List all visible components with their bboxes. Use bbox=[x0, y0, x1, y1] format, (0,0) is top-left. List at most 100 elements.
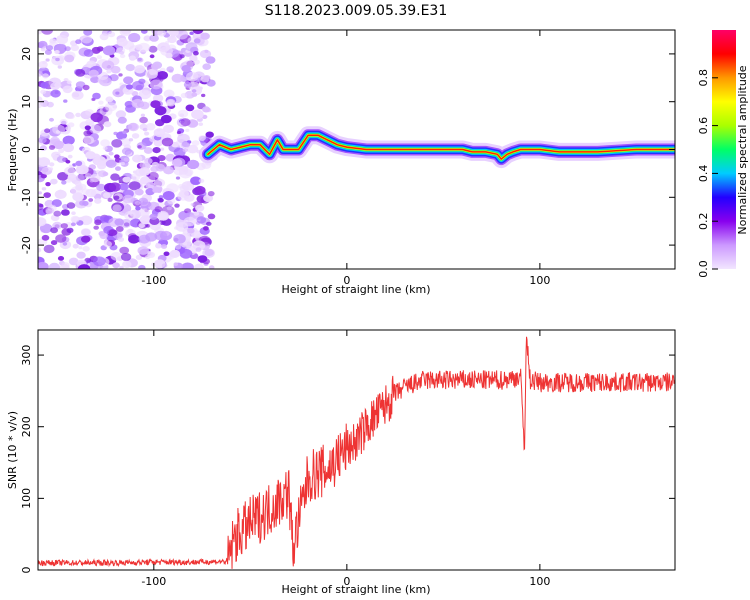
snr-panel: -100 0 100 0 100 200 300 Height of straight li… bbox=[6, 329, 676, 596]
noise-blob bbox=[152, 147, 161, 154]
noise-blob bbox=[71, 211, 76, 215]
noise-blob bbox=[137, 42, 150, 53]
noise-blob bbox=[70, 44, 80, 52]
y-tick-label: 0 bbox=[20, 567, 33, 574]
noise-blob bbox=[98, 100, 104, 105]
noise-blob bbox=[128, 32, 141, 43]
noise-blob bbox=[174, 244, 182, 250]
noise-blob bbox=[115, 110, 127, 119]
noise-blob bbox=[160, 46, 174, 56]
noise-blob bbox=[124, 100, 134, 108]
noise-blob bbox=[88, 198, 94, 202]
noise-blob bbox=[38, 71, 43, 77]
noise-blob bbox=[54, 50, 60, 54]
noise-blob bbox=[120, 30, 132, 35]
colorbar-gradient bbox=[712, 30, 736, 269]
noise-blob bbox=[202, 106, 211, 113]
noise-blob bbox=[38, 60, 48, 69]
spectrogram-x-label: Height of straight line (km) bbox=[281, 283, 430, 296]
noise-blob bbox=[62, 85, 73, 94]
x-tick-label: 0 bbox=[343, 575, 350, 588]
noise-blob bbox=[198, 135, 206, 142]
snr-ticks: -100 0 100 0 100 200 300 bbox=[20, 330, 675, 588]
noise-blob bbox=[200, 32, 210, 40]
noise-blob bbox=[101, 60, 115, 71]
noise-blob bbox=[124, 210, 136, 221]
noise-blob bbox=[91, 46, 101, 54]
noise-blob bbox=[62, 143, 74, 153]
noise-blob bbox=[178, 190, 189, 198]
noise-blob bbox=[43, 244, 55, 254]
noise-blob bbox=[61, 120, 67, 125]
x-tick-label: 0 bbox=[343, 274, 350, 287]
noise-blob bbox=[185, 128, 190, 132]
noise-blob bbox=[111, 139, 123, 148]
noise-blob bbox=[81, 235, 91, 243]
noise-blob bbox=[56, 34, 69, 45]
noise-blob bbox=[105, 159, 117, 168]
noise-blob bbox=[38, 96, 43, 103]
noise-blob bbox=[39, 223, 53, 234]
y-tick-label: 300 bbox=[20, 345, 33, 366]
noise-blob bbox=[118, 73, 123, 77]
noise-blob bbox=[166, 66, 174, 73]
noise-blob bbox=[43, 192, 51, 199]
noise-blob bbox=[137, 145, 142, 149]
noise-blob bbox=[105, 96, 114, 103]
noise-blob bbox=[85, 119, 94, 126]
noise-blob bbox=[57, 256, 65, 261]
noise-blob bbox=[198, 178, 205, 183]
noise-blob bbox=[72, 192, 84, 202]
noise-blob bbox=[48, 167, 54, 171]
noise-blob bbox=[163, 251, 170, 257]
noise-blob bbox=[107, 197, 113, 202]
noise-blob bbox=[128, 138, 134, 142]
noise-blob bbox=[182, 242, 188, 246]
noise-blob bbox=[157, 212, 169, 221]
noise-blob bbox=[107, 31, 116, 38]
noise-blob bbox=[99, 33, 109, 41]
noise-blob bbox=[83, 130, 92, 137]
noise-blob bbox=[138, 208, 150, 217]
noise-blob bbox=[182, 148, 188, 153]
y-tick-label: 100 bbox=[20, 488, 33, 509]
noise-blob bbox=[83, 30, 93, 36]
noise-blob bbox=[38, 217, 47, 227]
y-tick-label: -10 bbox=[20, 188, 33, 206]
noise-blob bbox=[157, 30, 166, 37]
noise-blob bbox=[201, 93, 206, 98]
noise-blob bbox=[186, 71, 199, 82]
x-tick-label: -100 bbox=[141, 274, 166, 287]
snr-frame bbox=[37, 329, 676, 571]
noise-blob bbox=[148, 171, 159, 181]
noise-blob bbox=[127, 122, 139, 132]
x-tick-label: -100 bbox=[141, 575, 166, 588]
noise-blob bbox=[131, 133, 140, 139]
frequency-ridge bbox=[198, 126, 675, 169]
noise-blob bbox=[202, 63, 211, 70]
noise-blob bbox=[76, 251, 86, 259]
noise-blob bbox=[40, 89, 47, 95]
noise-blob bbox=[181, 262, 194, 269]
noise-blob bbox=[55, 57, 60, 62]
noise-blob bbox=[57, 172, 69, 181]
noise-blob bbox=[134, 201, 141, 206]
noise-blob bbox=[64, 166, 76, 176]
noise-blob bbox=[115, 91, 120, 95]
noise-blob bbox=[175, 176, 181, 180]
colorbar-tick-label: 0.4 bbox=[697, 165, 710, 183]
noise-blob bbox=[134, 188, 144, 196]
noise-blob bbox=[173, 262, 179, 267]
noise-blob bbox=[38, 100, 43, 109]
noise-blob bbox=[147, 252, 153, 256]
noise-blob bbox=[42, 167, 49, 173]
noise-blob bbox=[38, 136, 47, 144]
noise-blob bbox=[74, 180, 82, 187]
noise-blob bbox=[44, 128, 51, 133]
noise-blob bbox=[206, 79, 216, 87]
colorbar-ticks: 0.0 0.2 0.4 0.6 0.8 bbox=[697, 69, 718, 278]
noise-blob bbox=[85, 188, 97, 198]
noise-blob bbox=[67, 154, 73, 159]
noise-blob bbox=[79, 200, 86, 206]
noise-blob bbox=[115, 166, 121, 171]
